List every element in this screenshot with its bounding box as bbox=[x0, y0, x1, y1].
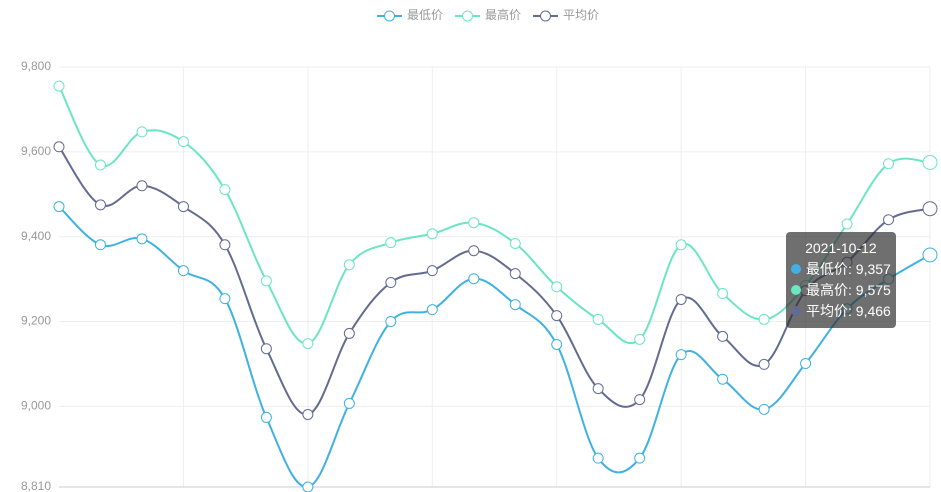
point bbox=[136, 233, 148, 245]
tooltip-marker bbox=[791, 285, 801, 295]
point bbox=[219, 184, 231, 196]
point bbox=[343, 259, 355, 271]
point bbox=[94, 159, 106, 171]
tooltip-row: 最高价9,575 bbox=[791, 280, 891, 301]
tooltip-value: 9,357 bbox=[855, 261, 891, 277]
point bbox=[717, 330, 729, 342]
point bbox=[136, 126, 148, 138]
point bbox=[922, 247, 938, 263]
y-tick-label: 9,400 bbox=[21, 229, 51, 243]
point bbox=[675, 349, 687, 361]
point bbox=[385, 277, 397, 289]
point bbox=[509, 268, 521, 280]
point bbox=[758, 313, 770, 325]
tooltip-name: 最高价 bbox=[806, 282, 856, 298]
point bbox=[260, 275, 272, 287]
point bbox=[922, 201, 938, 217]
point bbox=[260, 343, 272, 355]
series-line bbox=[58, 146, 931, 416]
point bbox=[883, 158, 895, 170]
point bbox=[592, 383, 604, 395]
point bbox=[302, 481, 314, 492]
point bbox=[468, 273, 480, 285]
y-tick-label: 9,000 bbox=[21, 399, 51, 413]
point bbox=[675, 293, 687, 305]
point bbox=[426, 265, 438, 277]
tooltip-value: 9,575 bbox=[855, 282, 891, 298]
tooltip-name: 最低价 bbox=[806, 261, 856, 277]
tooltip-value: 9,466 bbox=[855, 303, 891, 319]
legend-marker bbox=[540, 10, 551, 22]
legend-label: 最低价 bbox=[407, 8, 443, 22]
point bbox=[634, 452, 646, 464]
point bbox=[717, 288, 729, 300]
tooltip: 2021-10-12 最低价9,357最高价9,575平均价9,466 bbox=[786, 232, 896, 328]
tooltip-row: 平均价9,466 bbox=[791, 301, 891, 322]
tooltip-marker bbox=[791, 264, 801, 274]
legend-label: 最高价 bbox=[485, 7, 521, 22]
point bbox=[219, 239, 231, 251]
point bbox=[509, 237, 521, 249]
point bbox=[675, 239, 687, 251]
point bbox=[592, 313, 604, 325]
point bbox=[592, 452, 604, 464]
point bbox=[385, 316, 397, 328]
point bbox=[53, 201, 65, 213]
point bbox=[260, 411, 272, 423]
legend-marker bbox=[384, 10, 395, 22]
point bbox=[800, 358, 812, 370]
point bbox=[758, 358, 770, 370]
point bbox=[551, 310, 563, 322]
point bbox=[343, 397, 355, 409]
y-tick-label: 9,800 bbox=[21, 59, 51, 73]
point bbox=[177, 265, 189, 277]
point bbox=[219, 293, 231, 305]
point bbox=[53, 80, 65, 92]
point bbox=[922, 154, 938, 170]
point bbox=[634, 333, 646, 345]
point bbox=[468, 217, 480, 229]
point bbox=[343, 327, 355, 339]
point bbox=[468, 245, 480, 257]
point bbox=[426, 228, 438, 240]
point bbox=[634, 394, 646, 406]
tooltip-marker bbox=[791, 306, 801, 316]
point bbox=[94, 199, 106, 211]
point bbox=[302, 338, 314, 350]
y-tick-label: 9,200 bbox=[21, 314, 51, 328]
tooltip-title: 2021-10-12 bbox=[805, 240, 877, 256]
point bbox=[177, 201, 189, 213]
legend-marker bbox=[462, 10, 473, 22]
point bbox=[302, 408, 314, 420]
y-tick-label: 8,810 bbox=[21, 479, 51, 492]
point bbox=[717, 373, 729, 385]
point bbox=[758, 403, 770, 415]
legend-label: 平均价 bbox=[563, 8, 599, 22]
point bbox=[177, 136, 189, 148]
point bbox=[509, 299, 521, 311]
point bbox=[53, 141, 65, 153]
tooltip-name: 平均价 bbox=[806, 303, 856, 319]
tooltip-row: 最低价9,357 bbox=[791, 259, 891, 280]
legend: 最低价 最高价 平均价 bbox=[377, 7, 599, 22]
series-line bbox=[58, 85, 931, 345]
point bbox=[426, 304, 438, 316]
point bbox=[841, 218, 853, 230]
point bbox=[551, 338, 563, 350]
y-tick-label: 9,600 bbox=[21, 144, 51, 158]
point bbox=[136, 180, 148, 192]
point bbox=[551, 281, 563, 293]
point bbox=[94, 239, 106, 251]
point bbox=[883, 214, 895, 226]
point bbox=[385, 237, 397, 249]
